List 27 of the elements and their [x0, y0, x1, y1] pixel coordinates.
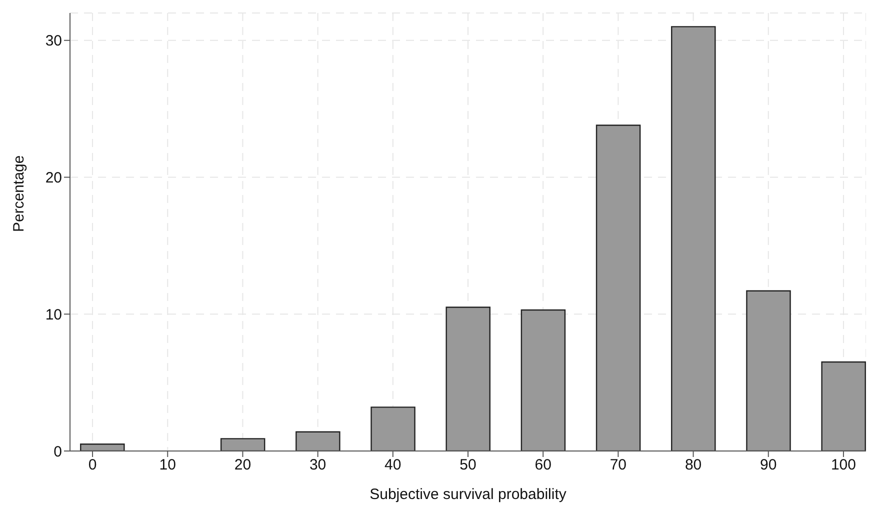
bar [746, 290, 791, 451]
bar [370, 406, 416, 451]
x-tick-label: 60 [534, 456, 552, 474]
y-tick-label: 20 [45, 170, 62, 187]
y-tick-label: 10 [45, 306, 62, 324]
y-tick-label: 30 [45, 32, 62, 50]
y-axis-title: Percentage [10, 155, 28, 232]
x-tick-label: 70 [610, 456, 627, 474]
bar [220, 438, 266, 451]
x-tick-label: 90 [760, 456, 777, 474]
x-tick-label: 10 [159, 456, 176, 474]
y-tick-label: 0 [54, 443, 62, 460]
x-tick-label: 0 [88, 456, 97, 474]
x-axis-title: Subjective survival probability [370, 486, 567, 503]
bar [671, 26, 716, 451]
x-tick-label: 40 [384, 456, 402, 474]
x-tick-label: 100 [830, 456, 856, 474]
bar [296, 431, 340, 451]
bar [80, 444, 125, 451]
bar [596, 124, 641, 451]
x-tick-label: 20 [234, 456, 252, 474]
x-tick-label: 80 [684, 456, 702, 474]
x-tick-label: 50 [460, 456, 476, 474]
bar [520, 309, 566, 451]
x-tick-label: 30 [309, 456, 326, 474]
bar [446, 306, 490, 451]
bar [821, 361, 866, 451]
